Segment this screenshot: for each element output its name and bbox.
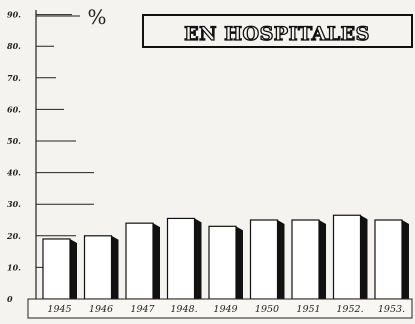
x-axis-labels: 1945 1946 1947 1948. 1949 1950 1951 1952. 1953. bbox=[47, 304, 405, 315]
bar-shadow-1953 bbox=[402, 220, 409, 299]
bar-shadow-1948 bbox=[194, 218, 202, 299]
x-tick-label-1947: 1947 bbox=[130, 304, 155, 315]
bar-shadow-1945 bbox=[70, 238, 77, 299]
bars bbox=[42, 214, 409, 300]
bar-1950 bbox=[249, 219, 279, 300]
bar-shadow-1951 bbox=[319, 220, 326, 299]
bar-1953 bbox=[374, 219, 403, 300]
bar-1945 bbox=[42, 238, 71, 300]
y-tick-label-0: 0 bbox=[7, 294, 13, 304]
x-tick-label-1953: 1953. bbox=[378, 304, 405, 315]
bar-1949 bbox=[208, 225, 237, 300]
y-tick-label-50: 50. bbox=[7, 136, 21, 146]
x-tick-label-1946: 1946 bbox=[89, 304, 113, 315]
title-text: EN HOSPITALES bbox=[184, 23, 370, 45]
y-tick-label-40: 40. bbox=[7, 168, 21, 178]
y-tick-label-80: 80. bbox=[7, 41, 21, 51]
bar-1946 bbox=[83, 235, 113, 300]
unit-label: % bbox=[87, 5, 106, 29]
x-tick-label-1951: 1951 bbox=[296, 304, 320, 315]
y-tick-label-20: 20. bbox=[6, 231, 21, 241]
y-tick-label-60: 60. bbox=[7, 104, 21, 114]
chart-title: EN HOSPITALES bbox=[142, 14, 413, 48]
y-tick-label-10: 10. bbox=[7, 262, 21, 272]
bar-1952 bbox=[332, 214, 362, 300]
y-tick-label-70: 70. bbox=[7, 73, 21, 83]
x-tick-label-1948: 1948. bbox=[170, 304, 197, 315]
x-axis-band bbox=[27, 298, 413, 319]
bar-1947 bbox=[125, 222, 154, 300]
x-tick-label-1945: 1945 bbox=[47, 304, 71, 315]
bar-shadow-1952 bbox=[360, 215, 368, 299]
x-tick-label-1949: 1949 bbox=[213, 304, 237, 315]
bar-shadow-1949 bbox=[236, 226, 243, 299]
y-tick-label-30: 30. bbox=[7, 199, 21, 209]
bar-shadow-1946 bbox=[111, 235, 119, 299]
bar-1948 bbox=[166, 217, 196, 300]
title-frame bbox=[142, 14, 413, 48]
bar-shadow-1947 bbox=[153, 223, 160, 299]
bar-1951 bbox=[291, 219, 320, 300]
x-tick-label-1952: 1952. bbox=[336, 304, 363, 315]
bar-shadow-1950 bbox=[277, 220, 285, 299]
y-tick-label-90: 90. bbox=[7, 10, 21, 20]
x-tick-label-1950: 1950 bbox=[255, 304, 279, 315]
